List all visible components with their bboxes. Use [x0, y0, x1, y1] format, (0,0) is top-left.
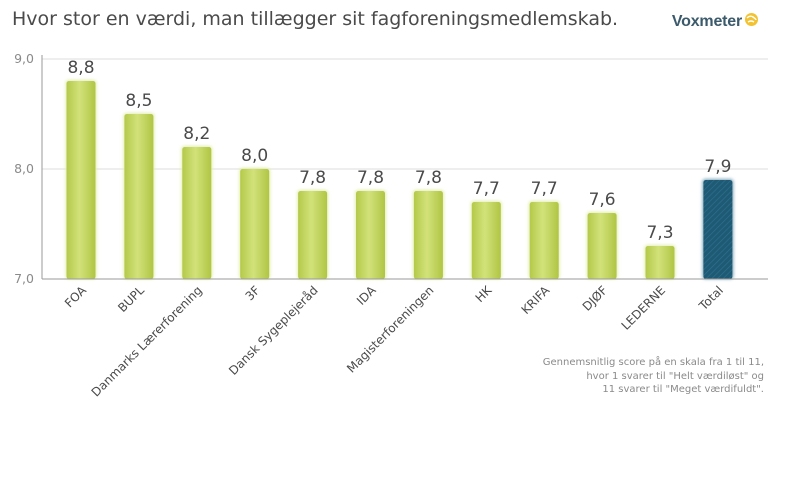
- value-label: 7,8: [415, 168, 442, 188]
- bar: [182, 147, 212, 279]
- value-label: 7,8: [357, 168, 384, 188]
- value-label: 7,7: [473, 179, 500, 199]
- bar-total: [703, 180, 733, 279]
- y-tick-label: 7,0: [14, 271, 34, 286]
- brand-name: Voxmeter: [671, 13, 742, 30]
- bars-layer: [65, 80, 734, 279]
- bar: [240, 169, 270, 279]
- globe-icon: [745, 12, 758, 26]
- axis-layer: [41, 55, 768, 280]
- chart-title: Hvor stor en værdi, man tillægger sit fa…: [12, 8, 619, 30]
- value-label: 7,7: [531, 179, 558, 199]
- brand-logo: Voxmeter: [671, 12, 759, 31]
- category-label: Dansk Sygeplejeråd: [226, 283, 321, 378]
- bar: [356, 191, 385, 279]
- y-tick-label: 8,0: [14, 161, 34, 176]
- bar: [66, 81, 96, 279]
- value-label: 7,9: [704, 157, 731, 177]
- bar: [587, 213, 617, 279]
- category-label: DJØF: [580, 283, 611, 314]
- bar: [529, 202, 559, 279]
- category-label: BUPL: [115, 283, 147, 315]
- value-label: 7,8: [299, 168, 326, 188]
- bar: [645, 246, 675, 279]
- footnote-line: 11 svarer til "Meget værdifuldt".: [602, 384, 764, 395]
- value-label: 8,2: [183, 124, 210, 144]
- y-tick-label: 9,0: [14, 51, 34, 66]
- footnote-line: Gennemsnitlig score på en skala fra 1 ti…: [542, 357, 764, 368]
- category-label: FOA: [62, 283, 90, 311]
- category-label: Danmarks Lærerforening: [89, 283, 205, 399]
- footnote-line: hvor 1 svarer til "Helt værdiløst" og: [586, 370, 764, 382]
- category-label: HK: [473, 282, 496, 305]
- category-label: 3F: [243, 283, 263, 303]
- grid-layer: [42, 58, 768, 170]
- bar: [471, 202, 501, 279]
- value-label: 8,5: [125, 91, 152, 111]
- value-label: 8,0: [241, 146, 268, 166]
- category-label: KRIFA: [519, 283, 553, 317]
- value-label: 8,8: [67, 58, 94, 78]
- bar: [124, 114, 154, 279]
- bar: [298, 191, 328, 279]
- category-label: IDA: [354, 283, 379, 308]
- category-label: Total: [696, 283, 726, 313]
- value-label: 7,6: [589, 190, 616, 210]
- footnote: Gennemsnitlig score på en skala fra 1 ti…: [543, 356, 764, 397]
- category-label: LEDERNE: [619, 283, 668, 332]
- bar: [413, 191, 443, 279]
- value-label: 7,3: [646, 223, 673, 243]
